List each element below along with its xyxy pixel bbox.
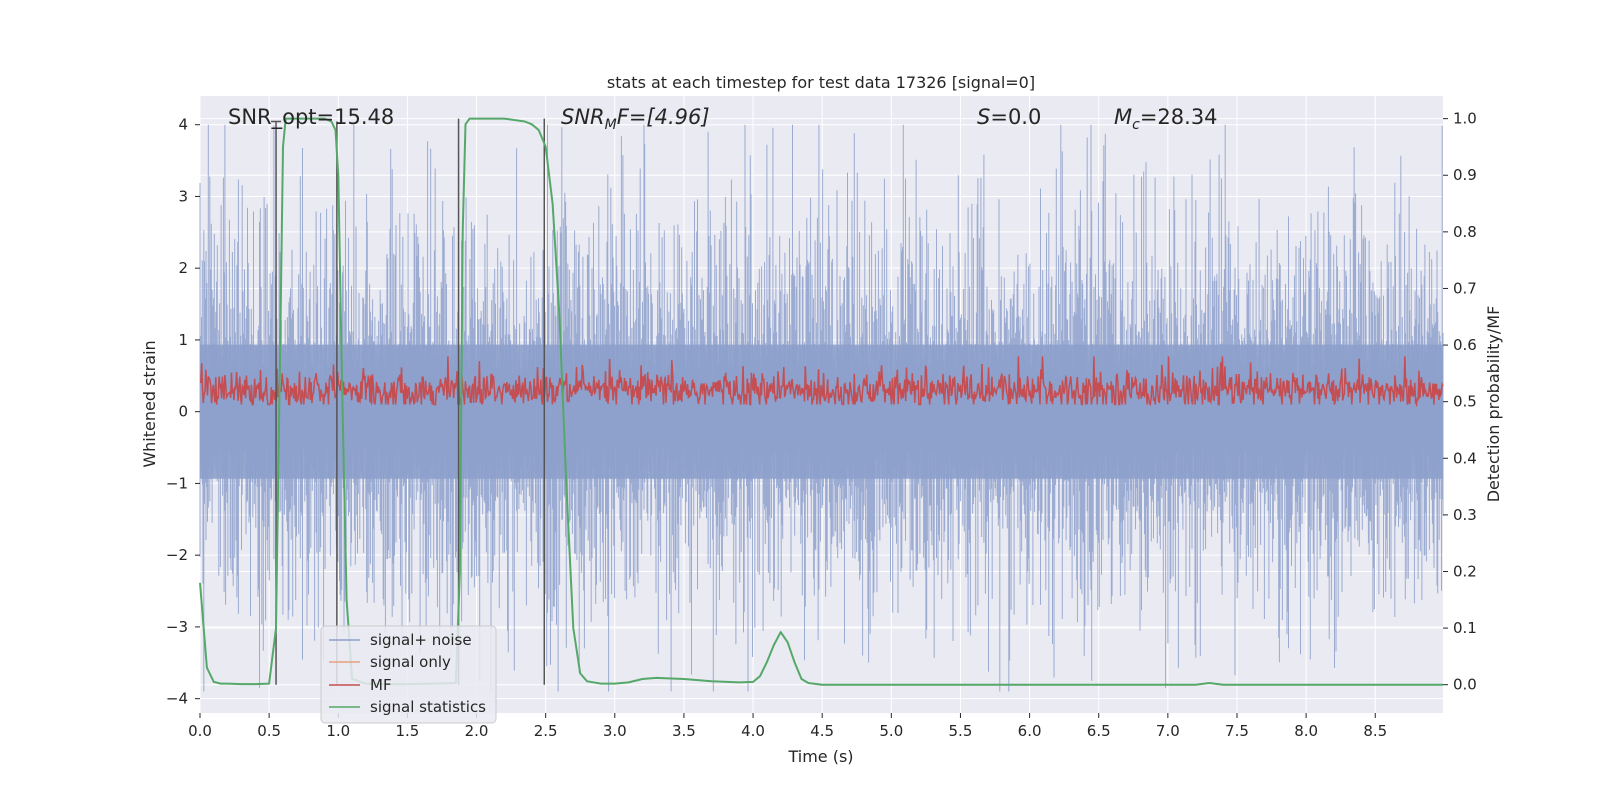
annotation-s: S=0.0 (977, 105, 1041, 129)
x-tick-label: 5.0 (879, 722, 903, 740)
y-left-tick-label: 1 (178, 331, 188, 349)
signal-noise-series (199, 124, 1444, 692)
x-tick-label: 0.0 (188, 722, 212, 740)
y-left-tick-label: −1 (166, 474, 188, 492)
x-tick-label: 3.5 (672, 722, 696, 740)
legend-label-signal-only: signal only (370, 653, 451, 671)
x-tick-label: 8.0 (1294, 722, 1318, 740)
x-tick-label: 7.5 (1225, 722, 1249, 740)
x-tick-label: 8.5 (1363, 722, 1387, 740)
y-right-tick-label: 0.0 (1453, 676, 1477, 694)
y-axis-right-label: Detection probability/MF (1484, 306, 1503, 503)
legend-label-signal-noise: signal+ noise (370, 631, 472, 649)
legend: signal+ noise signal only MF signal stat… (320, 625, 497, 724)
annotation-mc: Mc=28.34 (1114, 105, 1218, 133)
y-right-tick-label: 0.1 (1453, 619, 1477, 637)
y-right-tick-label: 0.3 (1453, 506, 1477, 524)
x-tick-label: 7.0 (1156, 722, 1180, 740)
y-left-tick-label: 0 (178, 403, 188, 421)
x-tick-label: 6.5 (1087, 722, 1111, 740)
annotation-snr-mf: SNRMF=[4.96] (561, 105, 710, 133)
mf-series (199, 356, 1444, 408)
mf-line (199, 356, 1444, 408)
x-tick-label: 4.5 (810, 722, 834, 740)
y-right-tick-label: 0.5 (1453, 393, 1477, 411)
legend-box (320, 625, 497, 724)
chart-title: stats at each timestep for test data 173… (607, 73, 1035, 92)
axes: 0.0 0.5 1.0 1.5 2.0 2.5 3.0 3.5 4.0 4.5 5.0 5.5 6.0 6… (166, 110, 1477, 740)
y-right-tick-label: 0.7 (1453, 279, 1477, 297)
y-right-tick-label: 0.2 (1453, 562, 1477, 580)
signal-statistics-series (199, 117, 1443, 686)
y-left-tick-label: 3 (178, 187, 188, 205)
signal-statistics-line (199, 117, 1443, 686)
y-left-tick-label: 2 (178, 259, 188, 277)
y-right-tick-label: 1.0 (1453, 110, 1477, 128)
y-right-tick-label: 0.6 (1453, 336, 1477, 354)
x-tick-label: 1.0 (326, 722, 350, 740)
signal-noise-core (200, 344, 1443, 479)
x-tick-label: 6.0 (1018, 722, 1042, 740)
x-tick-label: 2.5 (534, 722, 558, 740)
x-tick-label: 2.0 (465, 722, 489, 740)
y-left-tick-label: 4 (178, 116, 188, 134)
y-right-tick-label: 0.9 (1453, 166, 1477, 184)
y-right-tick-label: 0.4 (1453, 449, 1477, 467)
legend-label-mf: MF (370, 676, 392, 694)
y-left-tick-label: −4 (166, 690, 188, 708)
y-left-tick-label: −3 (166, 618, 188, 636)
x-tick-label: 5.5 (949, 722, 973, 740)
x-tick-label: 3.0 (603, 722, 627, 740)
x-tick-label: 0.5 (257, 722, 281, 740)
annotation-snr-opt: SNR_opt=15.48 (228, 105, 394, 130)
y-axis-left-label: Whitened strain (140, 340, 159, 467)
y-left-tick-label: −2 (166, 546, 188, 564)
x-tick-label: 4.0 (741, 722, 765, 740)
y-right-tick-label: 0.8 (1453, 223, 1477, 241)
x-tick-label: 1.5 (395, 722, 419, 740)
x-axis-label: Time (s) (787, 747, 853, 766)
legend-label-signal-statistics: signal statistics (370, 698, 486, 716)
